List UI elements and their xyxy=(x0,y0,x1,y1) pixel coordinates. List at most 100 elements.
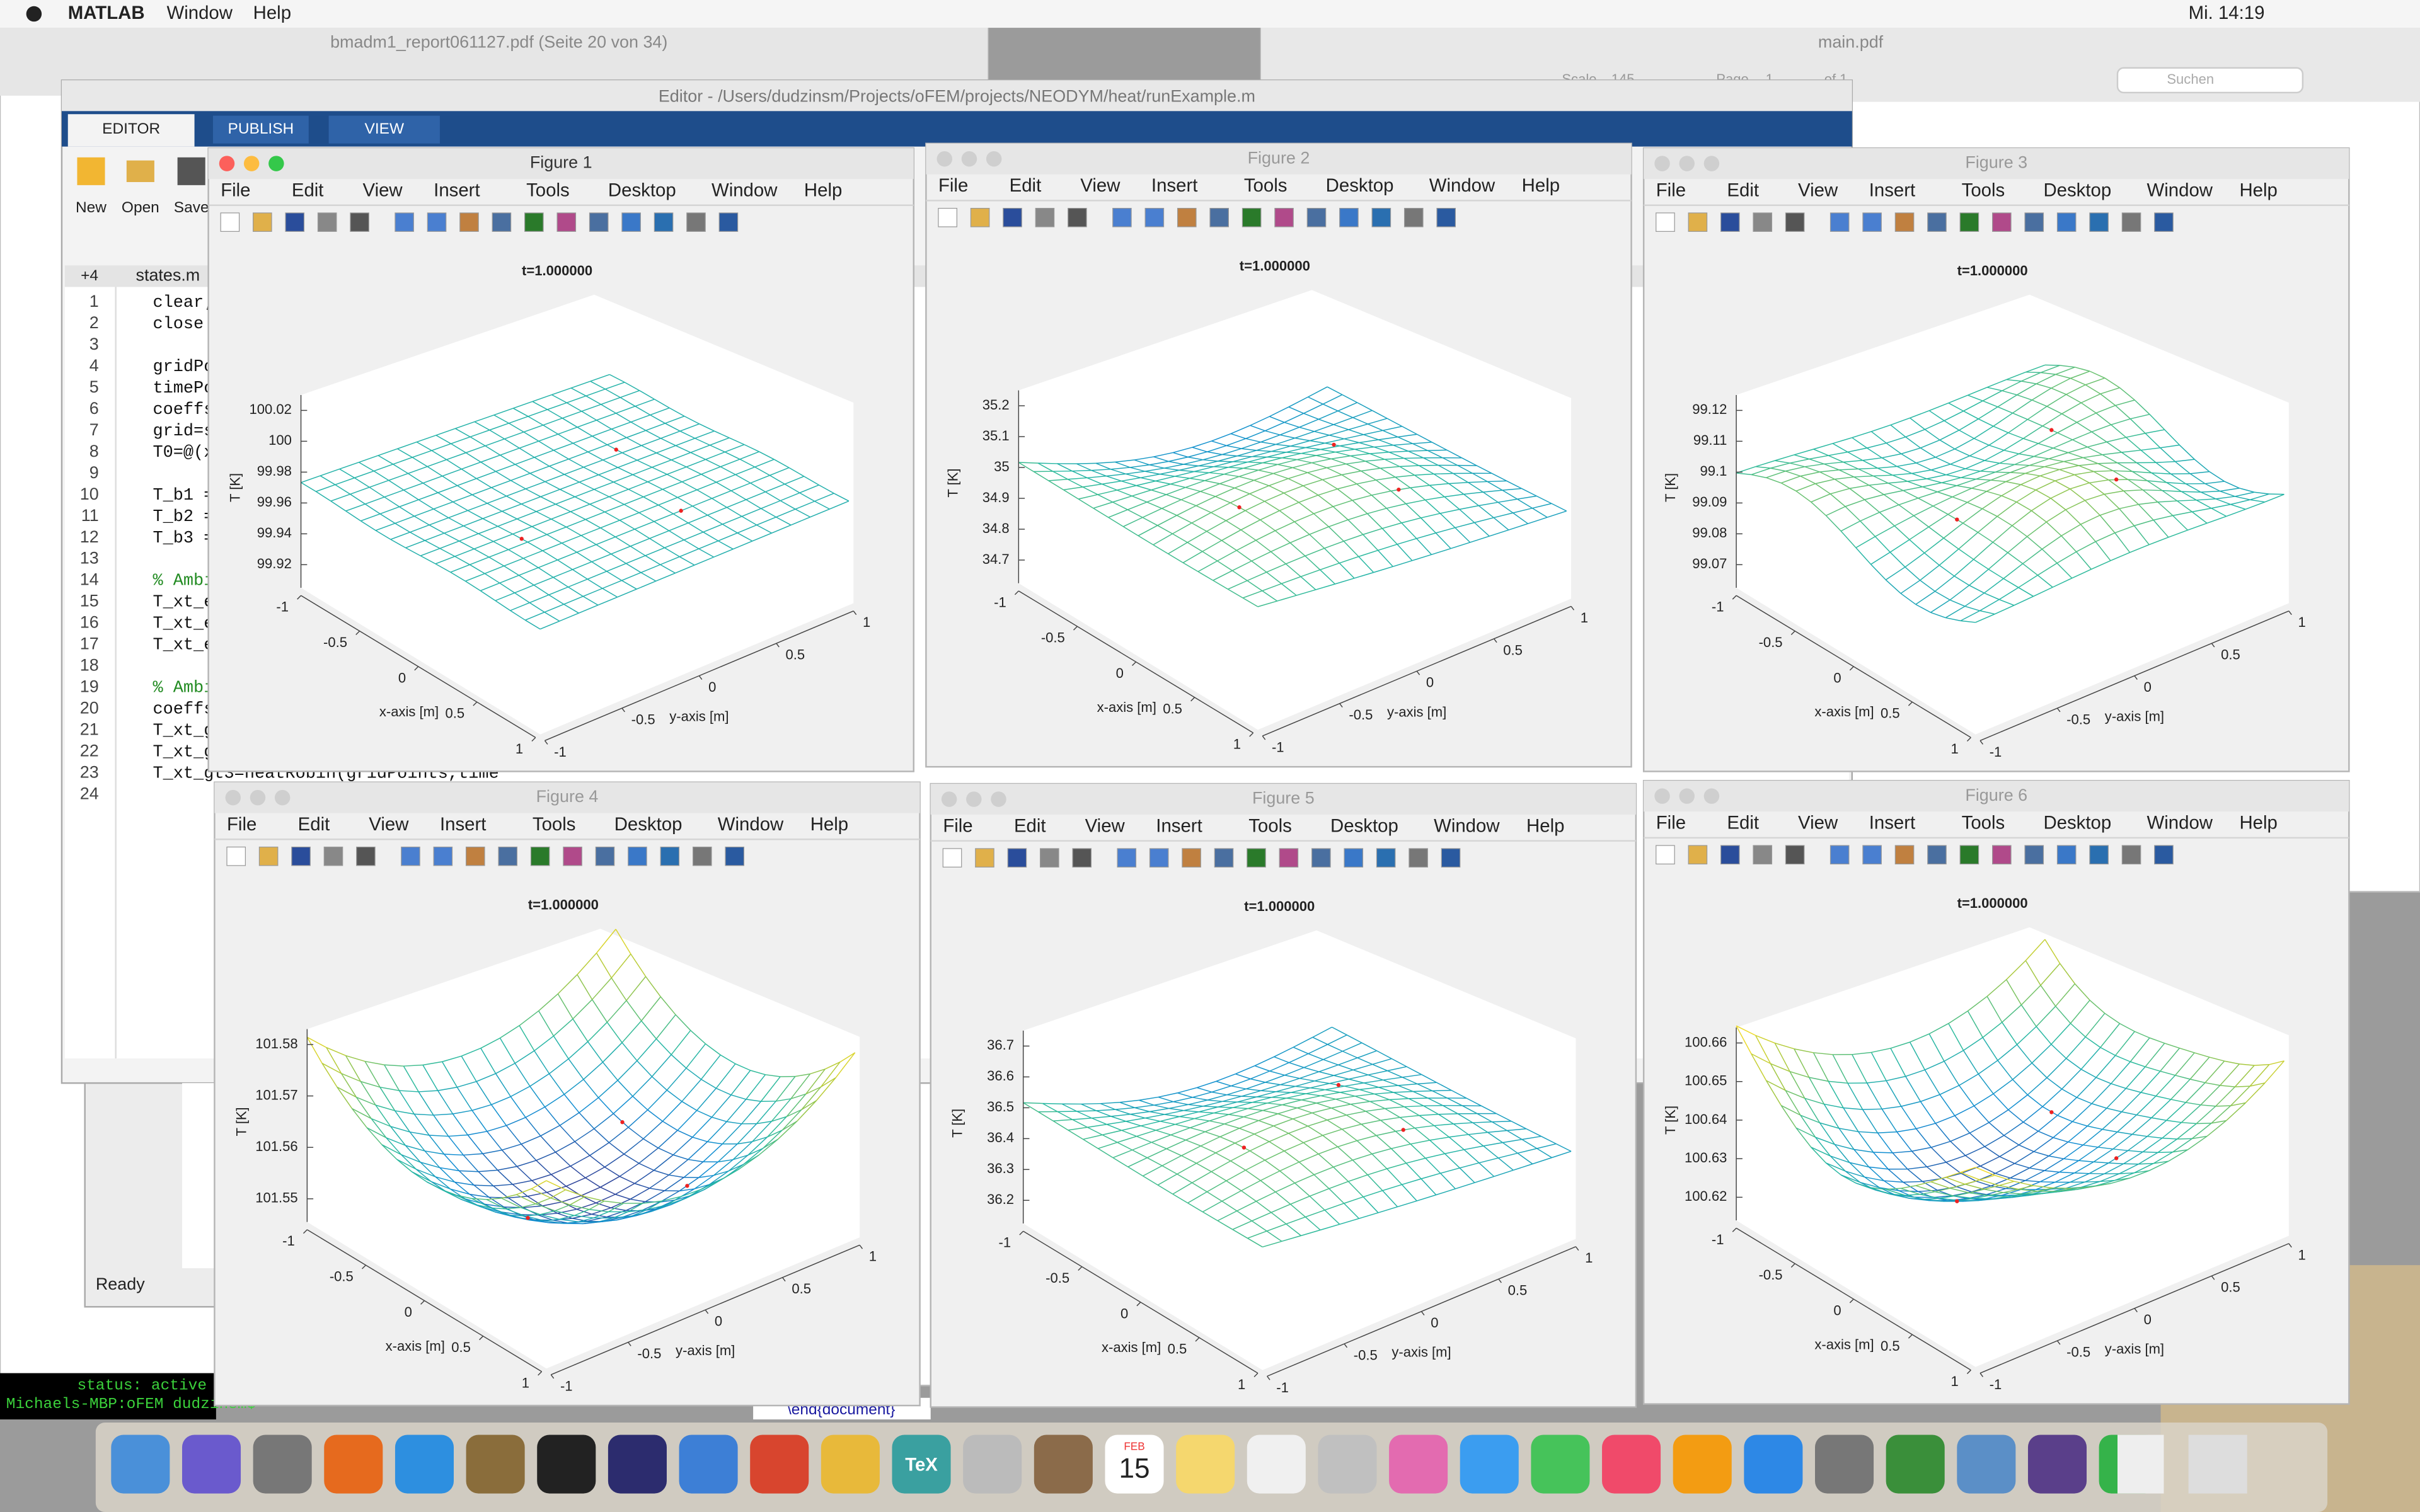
toolbar-icon[interactable] xyxy=(1785,845,1805,865)
dock-icon[interactable] xyxy=(963,1435,1022,1494)
file-tab[interactable]: states.m xyxy=(136,265,200,284)
toolbar-icon[interactable] xyxy=(1656,845,1675,865)
dock-icon[interactable] xyxy=(1815,1435,1874,1494)
figure-menu-item[interactable]: Tools xyxy=(1962,813,2005,833)
toolbar-icon[interactable] xyxy=(291,846,311,866)
figure-menu-item[interactable]: Help xyxy=(2239,180,2277,200)
toolbar-icon[interactable] xyxy=(1209,208,1229,227)
figure-menu-item[interactable]: Tools xyxy=(1962,180,2005,200)
toolbar-icon[interactable] xyxy=(1894,845,1915,865)
toolbar-icon[interactable] xyxy=(1117,848,1137,868)
toolbar-icon[interactable] xyxy=(1862,212,1882,232)
window-button[interactable] xyxy=(1654,788,1670,804)
toolbar-icon[interactable] xyxy=(589,212,609,232)
toolbar-icon[interactable] xyxy=(1003,208,1022,227)
toolbar-icon[interactable] xyxy=(1274,208,1294,227)
toolbar-icon[interactable] xyxy=(1279,848,1299,868)
figure-menu-item[interactable]: View xyxy=(363,180,403,200)
figure-menu-item[interactable]: Help xyxy=(2239,813,2277,833)
window-button[interactable] xyxy=(274,789,291,806)
figure-menu-item[interactable]: File xyxy=(938,175,968,196)
figure-menu-item[interactable]: Insert xyxy=(1869,180,1915,200)
figure-menu-item[interactable]: Edit xyxy=(1727,813,1759,833)
toolbar-icon[interactable] xyxy=(1339,208,1359,227)
toolbar-icon[interactable] xyxy=(1311,848,1331,868)
toolbar-icon[interactable] xyxy=(1992,845,2012,865)
toolbar-icon[interactable] xyxy=(530,846,550,866)
figure-menu-item[interactable]: View xyxy=(1798,180,1838,200)
toolbar-icon[interactable] xyxy=(285,212,305,232)
figure-menu-item[interactable]: Desktop xyxy=(1326,175,1394,196)
figure-menu-item[interactable]: Tools xyxy=(1248,815,1292,836)
figure-menu-item[interactable]: File xyxy=(943,815,972,836)
dock-icon[interactable] xyxy=(1673,1435,1732,1494)
toolbar-icon[interactable] xyxy=(2024,212,2044,232)
window-button[interactable] xyxy=(1679,788,1695,804)
toolbar-icon[interactable] xyxy=(660,846,680,866)
toolbar-icon[interactable] xyxy=(970,208,990,227)
toolbar-icon[interactable] xyxy=(1753,845,1773,865)
dock-icon[interactable] xyxy=(182,1435,241,1494)
window-button[interactable] xyxy=(961,151,977,167)
toolbar-icon[interactable] xyxy=(725,846,745,866)
figure-menu-item[interactable]: View xyxy=(369,814,409,835)
tab-view[interactable] xyxy=(328,115,440,144)
figure-menu-item[interactable]: File xyxy=(1656,813,1686,833)
toolbar-icon[interactable] xyxy=(1214,848,1234,868)
figure-menu-item[interactable]: Window xyxy=(1434,815,1500,836)
figure-menu-item[interactable]: Edit xyxy=(1014,815,1046,836)
window-button[interactable] xyxy=(991,791,1006,807)
toolbar-icon[interactable] xyxy=(621,212,641,232)
toolbar-icon[interactable] xyxy=(975,848,994,868)
figure-menu-item[interactable]: Window xyxy=(1429,175,1495,196)
dock-icon[interactable] xyxy=(892,1435,951,1494)
window-button[interactable] xyxy=(225,789,241,806)
figure-menu-item[interactable]: Desktop xyxy=(614,814,683,835)
dock-icon[interactable] xyxy=(111,1435,170,1494)
toolbar-icon[interactable] xyxy=(226,846,246,866)
toolbar-icon[interactable] xyxy=(1688,212,1708,232)
toolbar-icon[interactable] xyxy=(1656,212,1675,232)
toolbar-icon[interactable] xyxy=(628,846,647,866)
dock-icon[interactable] xyxy=(1176,1435,1235,1494)
dock-icon[interactable] xyxy=(1531,1435,1590,1494)
figure-menu-item[interactable]: File xyxy=(227,814,256,835)
search-field[interactable] xyxy=(2116,67,2304,94)
window-button[interactable] xyxy=(250,789,266,806)
toolbar-icon[interactable] xyxy=(465,846,485,866)
figure-menu-item[interactable]: Insert xyxy=(1869,813,1915,833)
toolbar-icon[interactable] xyxy=(1436,208,1456,227)
toolbar-icon[interactable] xyxy=(1068,208,1087,227)
dock-icon[interactable] xyxy=(395,1435,454,1494)
dock-icon[interactable] xyxy=(466,1435,525,1494)
toolbar-icon[interactable] xyxy=(1040,848,1059,868)
figure-menu-item[interactable]: Edit xyxy=(1010,175,1042,196)
toolbar-icon[interactable] xyxy=(1306,208,1327,227)
toolbar-icon[interactable] xyxy=(2154,212,2174,232)
figure-menu-item[interactable]: Help xyxy=(1522,175,1560,196)
toolbar-icon[interactable] xyxy=(654,212,674,232)
dock-icon[interactable] xyxy=(1602,1435,1661,1494)
toolbar-icon[interactable] xyxy=(1862,845,1882,865)
toolbar-icon[interactable] xyxy=(1720,212,1740,232)
dock-icon[interactable] xyxy=(2188,1435,2247,1494)
toolbar-icon[interactable] xyxy=(1894,212,1915,232)
toolbar-icon[interactable] xyxy=(1688,845,1708,865)
figure-menu-item[interactable]: View xyxy=(1085,815,1126,836)
toolbar-icon[interactable] xyxy=(1242,208,1262,227)
toolbar-icon[interactable] xyxy=(1829,845,1850,865)
toolbar-icon[interactable] xyxy=(1403,208,1424,227)
toolbar-icon[interactable] xyxy=(938,208,957,227)
dock-icon[interactable] xyxy=(324,1435,383,1494)
toolbar-icon[interactable] xyxy=(258,846,279,866)
toolbar-icon[interactable] xyxy=(595,846,615,866)
toolbar-icon[interactable] xyxy=(2056,212,2077,232)
toolbar-icon[interactable] xyxy=(1112,208,1132,227)
toolbar-icon[interactable] xyxy=(1149,848,1169,868)
toolbar-icon[interactable] xyxy=(1144,208,1165,227)
toolbar-icon[interactable] xyxy=(253,212,272,232)
window-button[interactable] xyxy=(1703,156,1720,171)
dock-icon[interactable] xyxy=(1744,1435,1803,1494)
dock-icon[interactable] xyxy=(1460,1435,1519,1494)
toolbar-icon[interactable] xyxy=(1927,845,1947,865)
